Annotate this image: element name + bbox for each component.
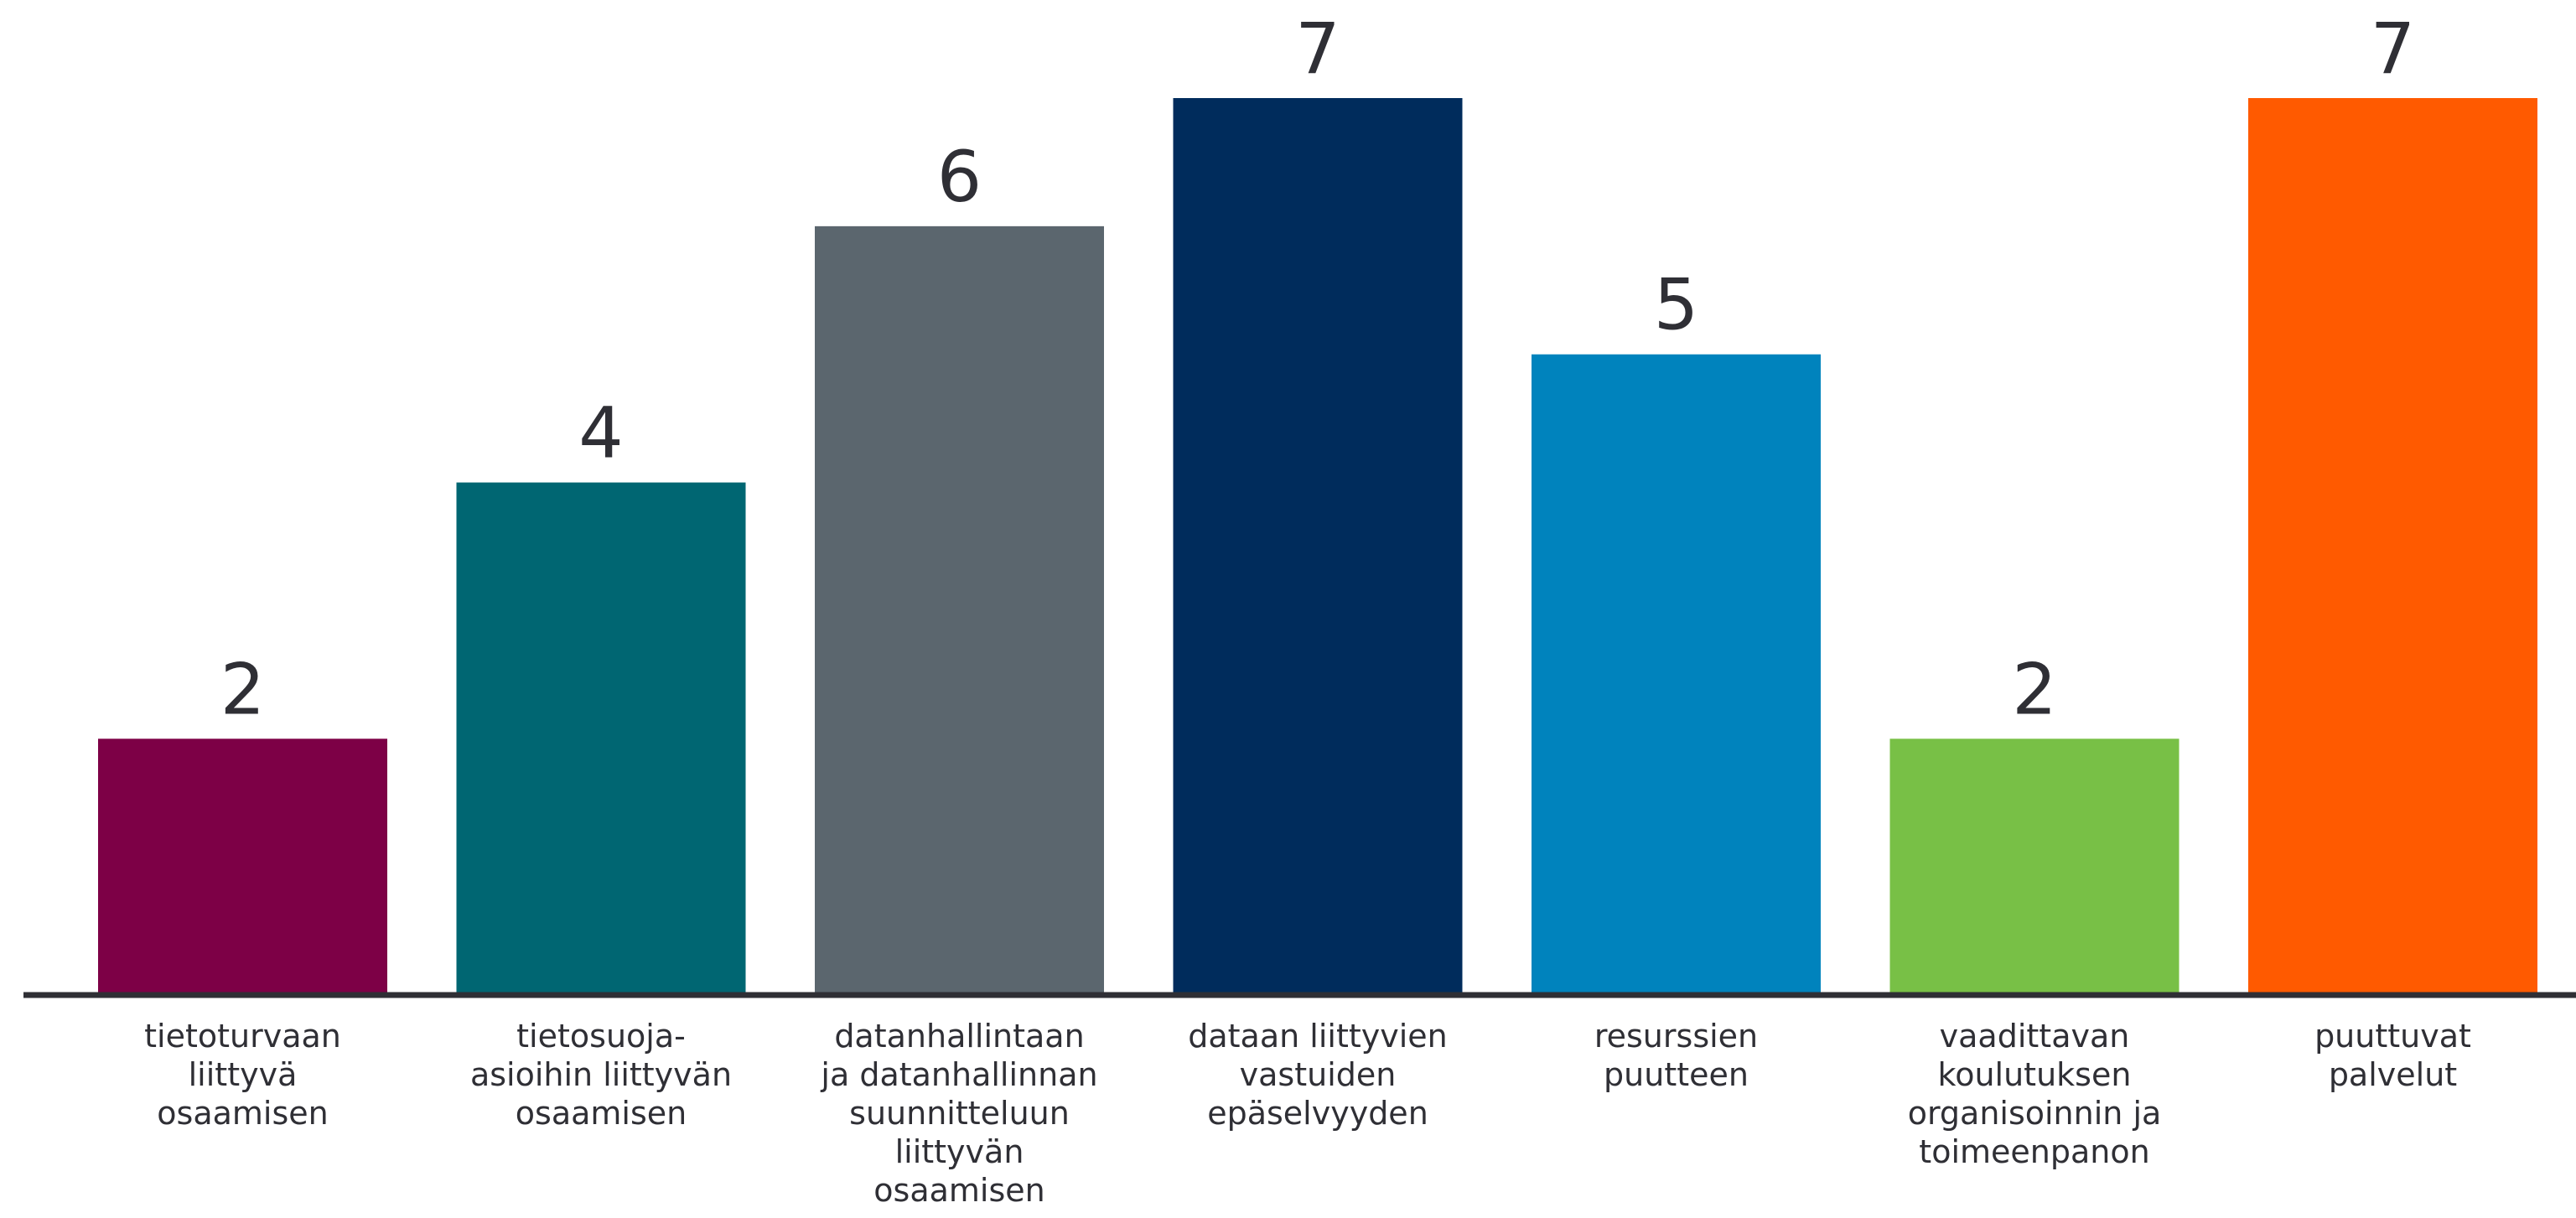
category-label-line: datanhallintaan — [834, 1018, 1084, 1055]
value-label-4: 7 — [1295, 8, 1340, 90]
category-label-7: puuttuvat palvelut — [2314, 1018, 2471, 1093]
value-label-2: 4 — [578, 392, 623, 474]
category-label-line: dataan liittyvien — [1188, 1018, 1448, 1055]
bar-2 — [456, 482, 746, 995]
category-label-line: toimeenpanon — [1919, 1133, 2149, 1170]
category-label-line: liittyvä — [189, 1056, 298, 1093]
category-label-line: vastuiden — [1240, 1056, 1397, 1093]
bar-3 — [815, 225, 1104, 995]
category-label-line: liittyvän — [895, 1133, 1024, 1170]
category-label-4: dataan liittyvien vastuiden epäselvyyden — [1188, 1018, 1448, 1132]
value-label-3: 6 — [937, 136, 982, 218]
category-label-6: vaadittavan koulutuksen organisoinnin ja to… — [1908, 1018, 2162, 1170]
category-label-line: osaamisen — [873, 1172, 1044, 1209]
value-labels-layer: 2 4 6 7 5 2 7 — [220, 8, 2415, 730]
category-label-line: vaadittavan — [1940, 1018, 2130, 1055]
bar-4 — [1173, 98, 1463, 995]
category-label-line: tietosuoja- — [516, 1018, 686, 1055]
category-label-1: tietoturvaan liittyvä osaamisen — [144, 1018, 341, 1132]
category-label-5: resurssien puutteen — [1594, 1018, 1758, 1093]
bar-1 — [98, 739, 387, 995]
bar-5 — [1532, 354, 1821, 995]
category-label-line: asioihin liittyvän — [470, 1056, 732, 1093]
category-label-line: palvelut — [2329, 1056, 2457, 1093]
bar-7 — [2248, 98, 2537, 995]
bars-layer — [98, 98, 2537, 995]
value-label-5: 5 — [1654, 264, 1698, 346]
category-label-line: epäselvyyden — [1207, 1095, 1428, 1132]
category-label-line: osaamisen — [157, 1095, 328, 1132]
category-label-3: datanhallintaan ja datanhallinnan suunnitt… — [820, 1018, 1097, 1209]
category-label-line: osaamisen — [516, 1095, 687, 1132]
category-label-2: tietosuoja-asioihin liittyvän osaamisen — [470, 1018, 732, 1132]
value-label-7: 7 — [2371, 8, 2415, 90]
category-label-line: suunnitteluun — [849, 1095, 1070, 1132]
category-label-line: tietoturvaan — [144, 1018, 341, 1055]
category-label-line: puutteen — [1604, 1056, 1749, 1093]
category-label-line: koulutuksen — [1938, 1056, 2132, 1093]
value-label-1: 2 — [220, 648, 265, 730]
category-label-line: resurssien — [1594, 1018, 1758, 1055]
category-label-line: ja datanhallinnan — [820, 1056, 1097, 1093]
category-label-line: organisoinnin ja — [1908, 1095, 2162, 1132]
bar-6 — [1889, 739, 2179, 995]
value-label-6: 2 — [2012, 648, 2056, 730]
category-label-line: puuttuvat — [2314, 1018, 2471, 1055]
category-labels-layer: tietoturvaan liittyvä osaamisentietosuoja-… — [144, 1018, 2471, 1209]
